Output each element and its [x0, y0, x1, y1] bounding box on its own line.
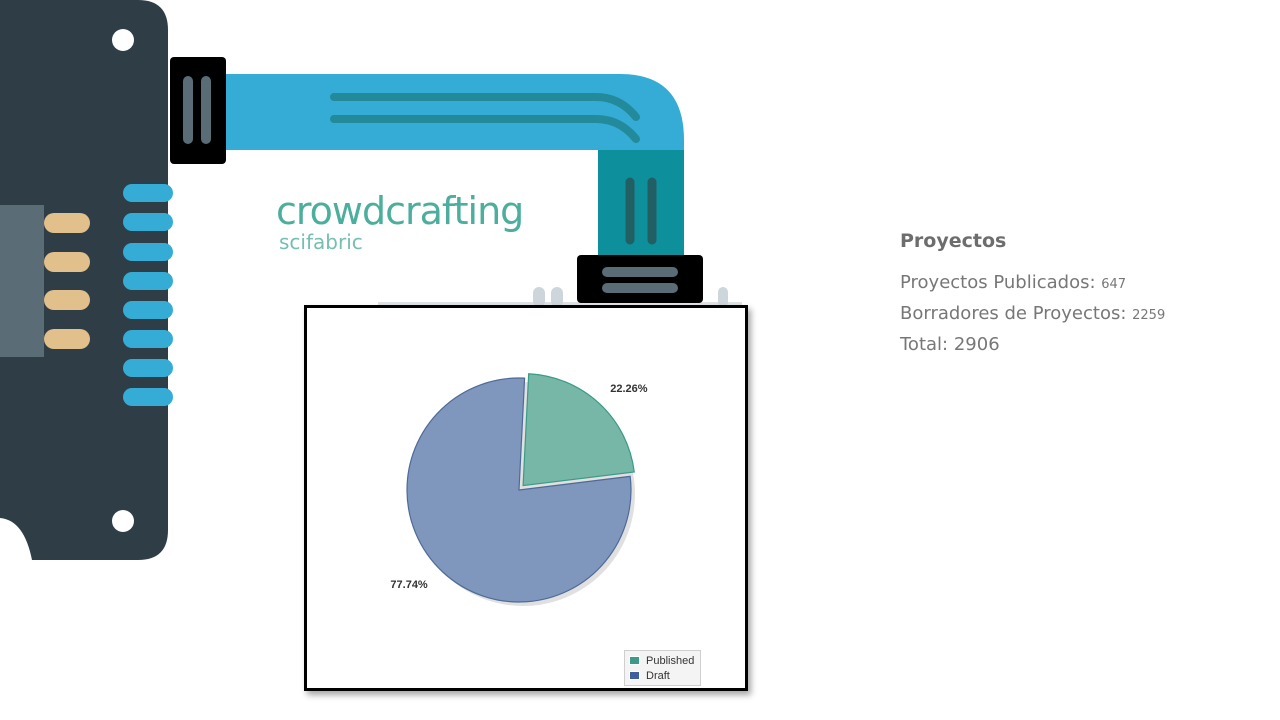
slice-label-draft: 77.74%: [390, 579, 428, 591]
legend-label-draft: Draft: [646, 669, 670, 682]
crowdcrafting-logo[interactable]: crowdcrafting scifabric: [276, 189, 524, 254]
bottom-connector: [577, 255, 703, 303]
legend-swatch-draft: [629, 671, 640, 680]
pie-slice-published[interactable]: [522, 373, 635, 487]
legend-label-published: Published: [646, 654, 695, 667]
total-label: Total:: [900, 334, 949, 355]
stats-heading: Proyectos: [900, 230, 1007, 252]
slice-label-published: 22.26%: [610, 383, 648, 395]
draft-label: Borradores de Proyectos:: [900, 303, 1127, 324]
published-stat: Proyectos Publicados: 647: [900, 268, 1165, 299]
left-connector: [170, 57, 226, 164]
device-illustration: [0, 0, 742, 560]
legend-item-published: Published: [629, 653, 694, 668]
logo-wordmark: crowdcrafting: [276, 189, 524, 233]
published-value: 647: [1101, 277, 1127, 292]
legend-item-draft: Draft: [629, 668, 694, 683]
total-value: 2906: [953, 334, 1000, 355]
draft-value: 2259: [1132, 308, 1166, 323]
pie-slice-draft[interactable]: [406, 377, 632, 603]
total-stat: Total: 2906: [900, 330, 1165, 359]
pie-chart-frame: 22.26% 77.74% Published Draft: [304, 305, 748, 691]
published-label: Proyectos Publicados:: [900, 272, 1096, 293]
draft-stat: Borradores de Proyectos: 2259: [900, 299, 1165, 330]
logo-subtitle: scifabric: [279, 230, 363, 254]
cable-fold: [598, 150, 684, 262]
legend-swatch-published: [629, 656, 640, 665]
chart-legend: Published Draft: [624, 650, 702, 686]
project-stats: Proyectos Proyectos Publicados: 647 Borr…: [900, 230, 1165, 359]
device-board: [0, 0, 168, 560]
pie-chart: 22.26% 77.74%: [390, 373, 648, 606]
